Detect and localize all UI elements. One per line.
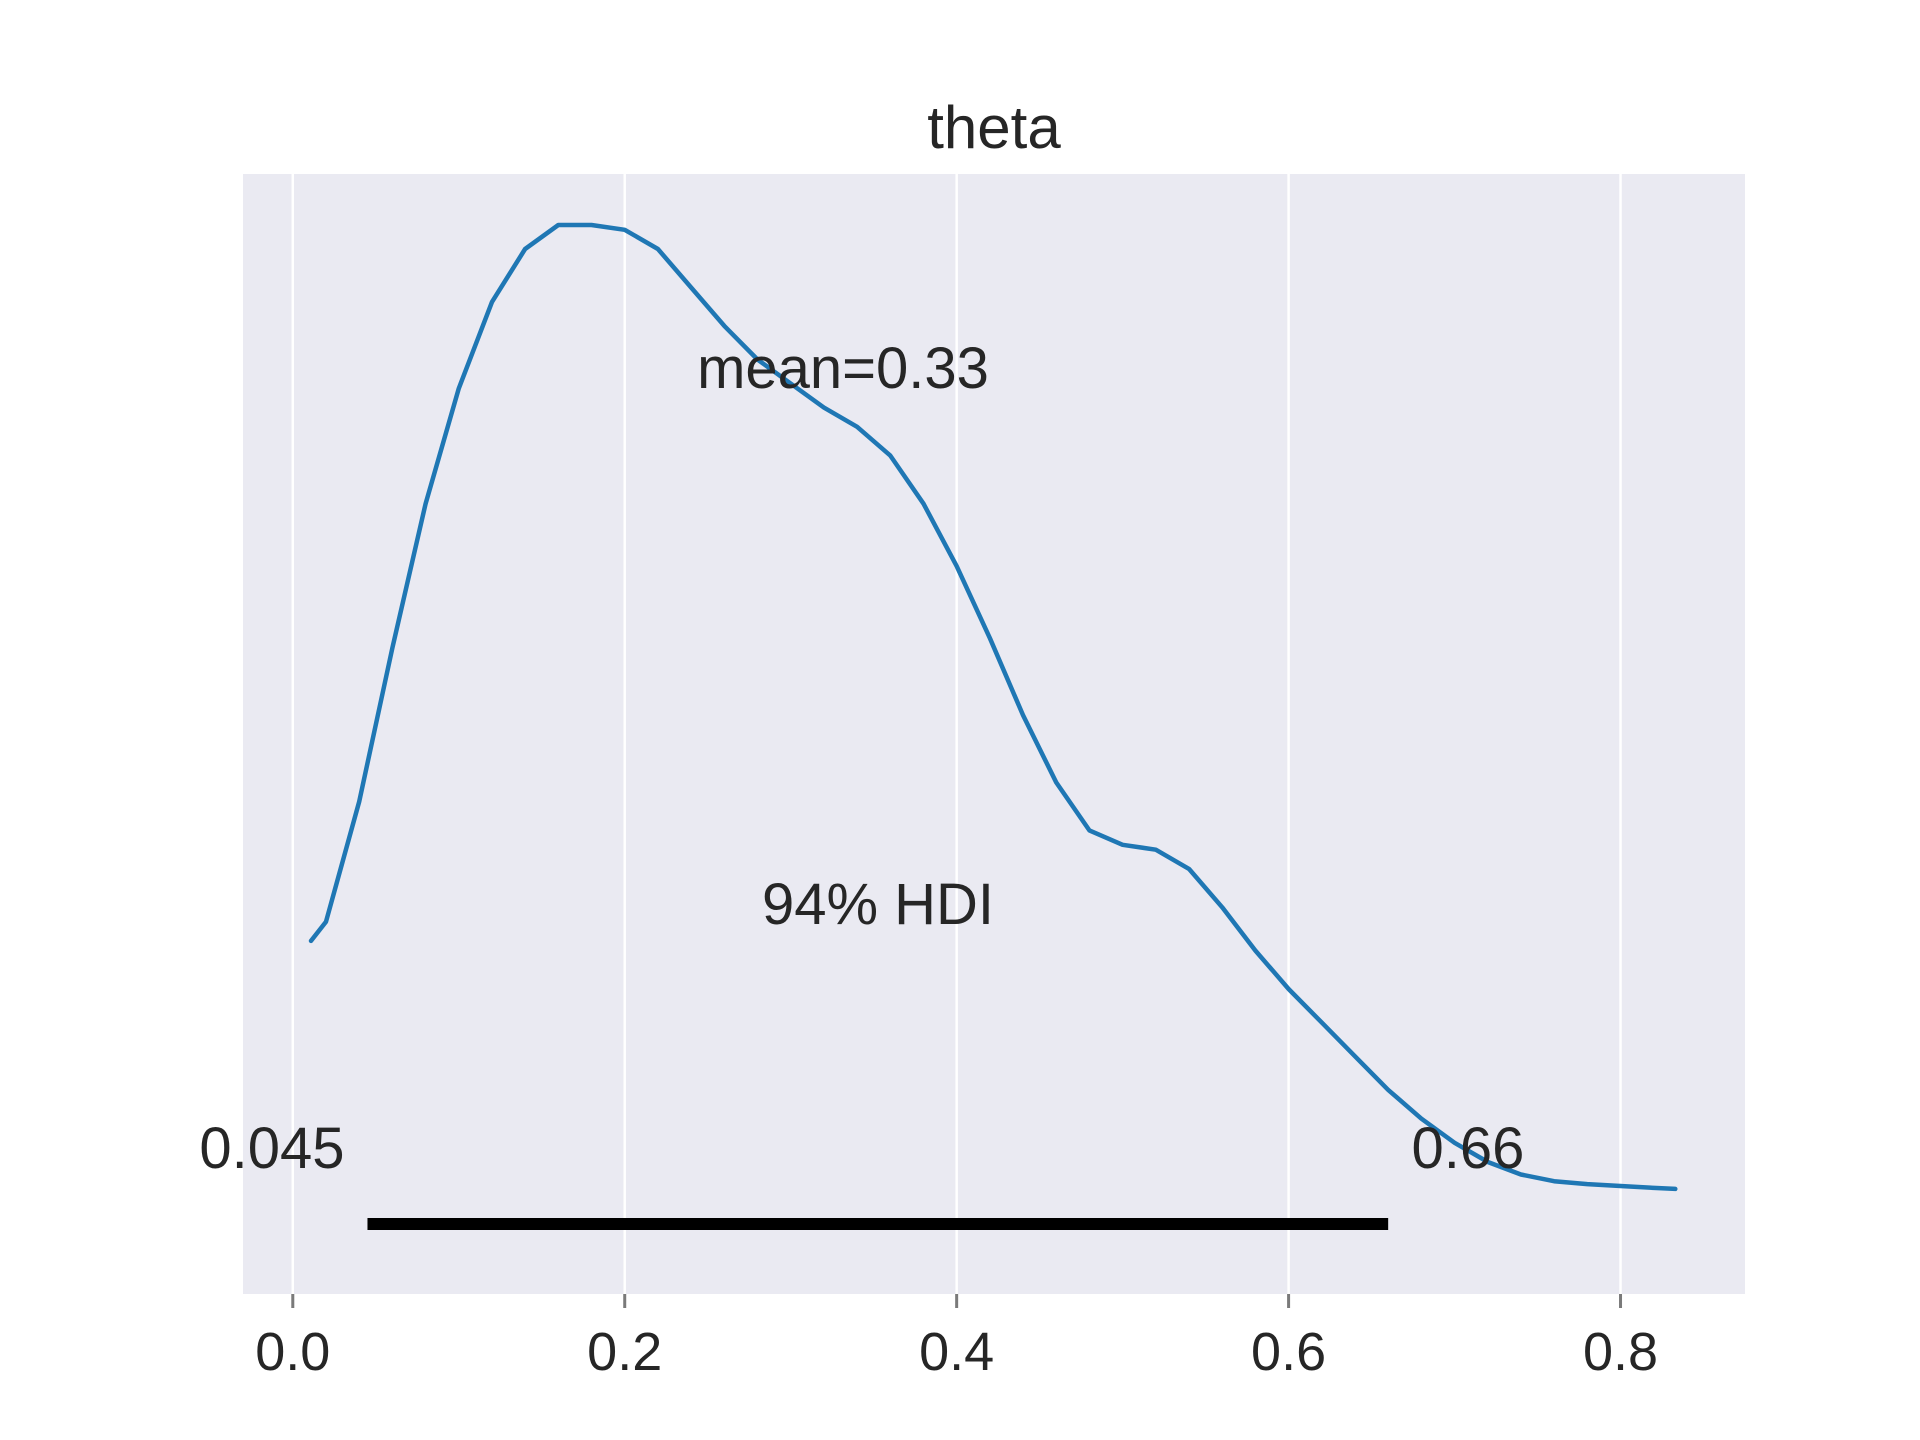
x-tick-label: 0.2 [587, 1322, 662, 1382]
hdi-annotation: 94% HDI [762, 872, 994, 937]
x-axis: 0.0 0.2 0.4 0.6 0.8 [255, 1294, 1658, 1382]
density-curve [308, 222, 1678, 1192]
x-tick-label: 0.4 [919, 1322, 994, 1382]
x-tick-label: 0.8 [1583, 1322, 1658, 1382]
gridlines [291, 174, 1622, 1294]
mean-annotation: mean=0.33 [697, 336, 989, 401]
chart-title: theta [927, 94, 1061, 161]
x-tick-label: 0.0 [255, 1322, 330, 1382]
x-tick-label: 0.6 [1251, 1322, 1326, 1382]
hdi-high-label: 0.66 [1412, 1116, 1525, 1181]
plot-area [243, 174, 1745, 1294]
hdi-low-label: 0.045 [199, 1116, 344, 1181]
